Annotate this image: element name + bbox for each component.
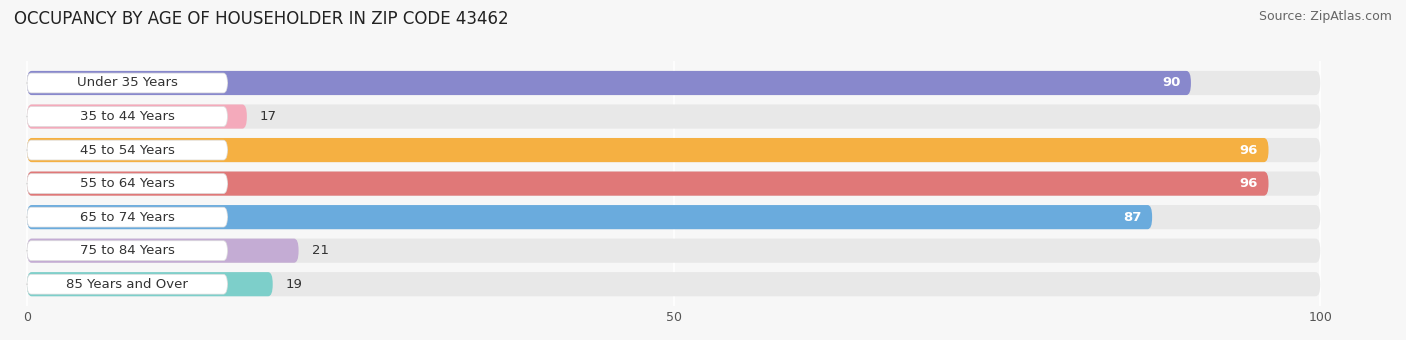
Text: 45 to 54 Years: 45 to 54 Years — [80, 143, 174, 156]
Text: 85 Years and Over: 85 Years and Over — [66, 278, 188, 291]
FancyBboxPatch shape — [27, 272, 1320, 296]
Text: 55 to 64 Years: 55 to 64 Years — [80, 177, 174, 190]
FancyBboxPatch shape — [27, 107, 228, 126]
FancyBboxPatch shape — [27, 239, 1320, 263]
FancyBboxPatch shape — [27, 272, 273, 296]
Text: 17: 17 — [260, 110, 277, 123]
Text: 90: 90 — [1163, 76, 1181, 89]
Text: 87: 87 — [1123, 211, 1142, 224]
Text: 35 to 44 Years: 35 to 44 Years — [80, 110, 174, 123]
Text: Under 35 Years: Under 35 Years — [77, 76, 177, 89]
FancyBboxPatch shape — [27, 274, 228, 294]
FancyBboxPatch shape — [27, 205, 1152, 229]
FancyBboxPatch shape — [27, 73, 228, 93]
Text: 19: 19 — [285, 278, 302, 291]
FancyBboxPatch shape — [27, 104, 247, 129]
Text: 21: 21 — [312, 244, 329, 257]
FancyBboxPatch shape — [27, 171, 1268, 196]
FancyBboxPatch shape — [27, 207, 228, 227]
Text: 65 to 74 Years: 65 to 74 Years — [80, 211, 174, 224]
FancyBboxPatch shape — [27, 171, 1320, 196]
Text: OCCUPANCY BY AGE OF HOUSEHOLDER IN ZIP CODE 43462: OCCUPANCY BY AGE OF HOUSEHOLDER IN ZIP C… — [14, 10, 509, 28]
FancyBboxPatch shape — [27, 104, 1320, 129]
FancyBboxPatch shape — [27, 241, 228, 260]
FancyBboxPatch shape — [27, 138, 1320, 162]
Text: 96: 96 — [1240, 177, 1258, 190]
FancyBboxPatch shape — [27, 239, 298, 263]
FancyBboxPatch shape — [27, 71, 1320, 95]
Text: 96: 96 — [1240, 143, 1258, 156]
Text: Source: ZipAtlas.com: Source: ZipAtlas.com — [1258, 10, 1392, 23]
Text: 75 to 84 Years: 75 to 84 Years — [80, 244, 174, 257]
FancyBboxPatch shape — [27, 174, 228, 193]
FancyBboxPatch shape — [27, 71, 1191, 95]
FancyBboxPatch shape — [27, 138, 1268, 162]
FancyBboxPatch shape — [27, 205, 1320, 229]
FancyBboxPatch shape — [27, 140, 228, 160]
